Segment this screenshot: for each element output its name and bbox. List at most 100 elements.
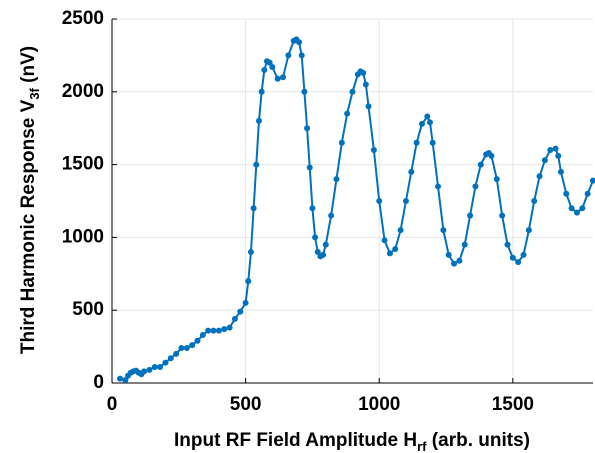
data-line (119, 38, 594, 382)
data-point (488, 152, 495, 159)
data-point (440, 227, 447, 234)
data-point (266, 59, 273, 66)
data-point (525, 227, 532, 234)
data-point (157, 363, 164, 370)
data-point (338, 139, 345, 146)
data-point (306, 164, 313, 171)
data-point (205, 327, 212, 334)
data-point (541, 157, 548, 164)
x-tick-label: 0 (107, 394, 118, 415)
data-point (520, 251, 527, 258)
data-point (477, 161, 484, 168)
data-point (493, 176, 500, 183)
data-point (250, 205, 257, 212)
x-label-subscript: rf (417, 439, 427, 453)
data-point (557, 168, 564, 175)
data-point (151, 363, 158, 370)
data-point (141, 368, 148, 375)
y-tick-label: 1500 (62, 154, 104, 175)
x-label-suffix: (arb. units) (427, 430, 530, 451)
data-point (167, 355, 174, 362)
data-point (360, 69, 367, 76)
data-point (426, 119, 433, 126)
data-point (573, 209, 580, 216)
data-point (584, 190, 591, 197)
data-point (199, 331, 206, 338)
data-point (376, 198, 383, 204)
data-point (231, 315, 238, 322)
data-point (296, 39, 303, 46)
data-point (362, 81, 369, 88)
data-point (555, 152, 562, 159)
data-point (456, 257, 463, 264)
data-point (445, 251, 452, 258)
data-point (255, 117, 262, 124)
data-point (301, 88, 308, 95)
data-point (504, 241, 511, 248)
data-point (226, 324, 233, 331)
data-point (333, 176, 340, 183)
y-tick-label: 2500 (62, 8, 104, 29)
data-point (269, 64, 276, 71)
data-point (304, 125, 311, 132)
data-point (258, 88, 265, 95)
data-point (320, 251, 327, 258)
data-point (298, 52, 305, 59)
data-point (547, 147, 554, 154)
data-point (237, 308, 244, 315)
data-point (261, 66, 268, 73)
y-tick-label: 2000 (62, 81, 104, 102)
data-point (531, 198, 538, 204)
y-label-text: Third Harmonic Response V (18, 99, 39, 354)
data-point (328, 212, 335, 219)
data-point (435, 183, 442, 190)
data-point (221, 326, 228, 333)
data-point (424, 113, 431, 120)
data-point (509, 254, 516, 261)
x-tick-label: 1500 (492, 394, 534, 415)
data-point (402, 198, 409, 204)
data-point (563, 190, 570, 197)
y-tick-label: 0 (93, 372, 104, 393)
data-point (413, 139, 420, 146)
data-point (515, 259, 522, 266)
y-tick-label: 500 (72, 299, 104, 320)
data-point (467, 212, 474, 219)
data-point (312, 234, 319, 241)
data-point (418, 120, 425, 127)
data-point (472, 183, 479, 190)
data-point (397, 227, 404, 234)
data-point (314, 248, 321, 255)
data-point (349, 88, 356, 95)
data-point (178, 345, 185, 352)
data-point (194, 337, 201, 344)
x-tick-label: 500 (230, 394, 262, 415)
data-point (285, 52, 292, 59)
data-point (247, 248, 254, 255)
x-tick-label: 1000 (358, 394, 400, 415)
data-point (215, 327, 222, 334)
data-point (173, 350, 180, 357)
data-point (274, 75, 281, 82)
data-point (253, 161, 260, 168)
data-point (309, 205, 316, 212)
data-point (392, 246, 399, 253)
data-point (568, 205, 575, 212)
data-point (386, 250, 393, 257)
data-point (536, 173, 543, 180)
data-point (451, 260, 458, 267)
data-point (590, 177, 595, 184)
data-point (344, 110, 351, 117)
y-tick-label: 1000 (62, 226, 104, 247)
data-point (499, 212, 506, 219)
data-point (381, 237, 388, 244)
data-point (280, 74, 287, 81)
data-point (245, 278, 252, 285)
data-point (122, 377, 129, 384)
x-axis-label: Input RF Field Amplitude Hrf (arb. units… (174, 430, 530, 453)
data-point (146, 366, 153, 373)
data-point (552, 145, 559, 152)
data-point (183, 345, 190, 352)
data-point (429, 139, 436, 146)
